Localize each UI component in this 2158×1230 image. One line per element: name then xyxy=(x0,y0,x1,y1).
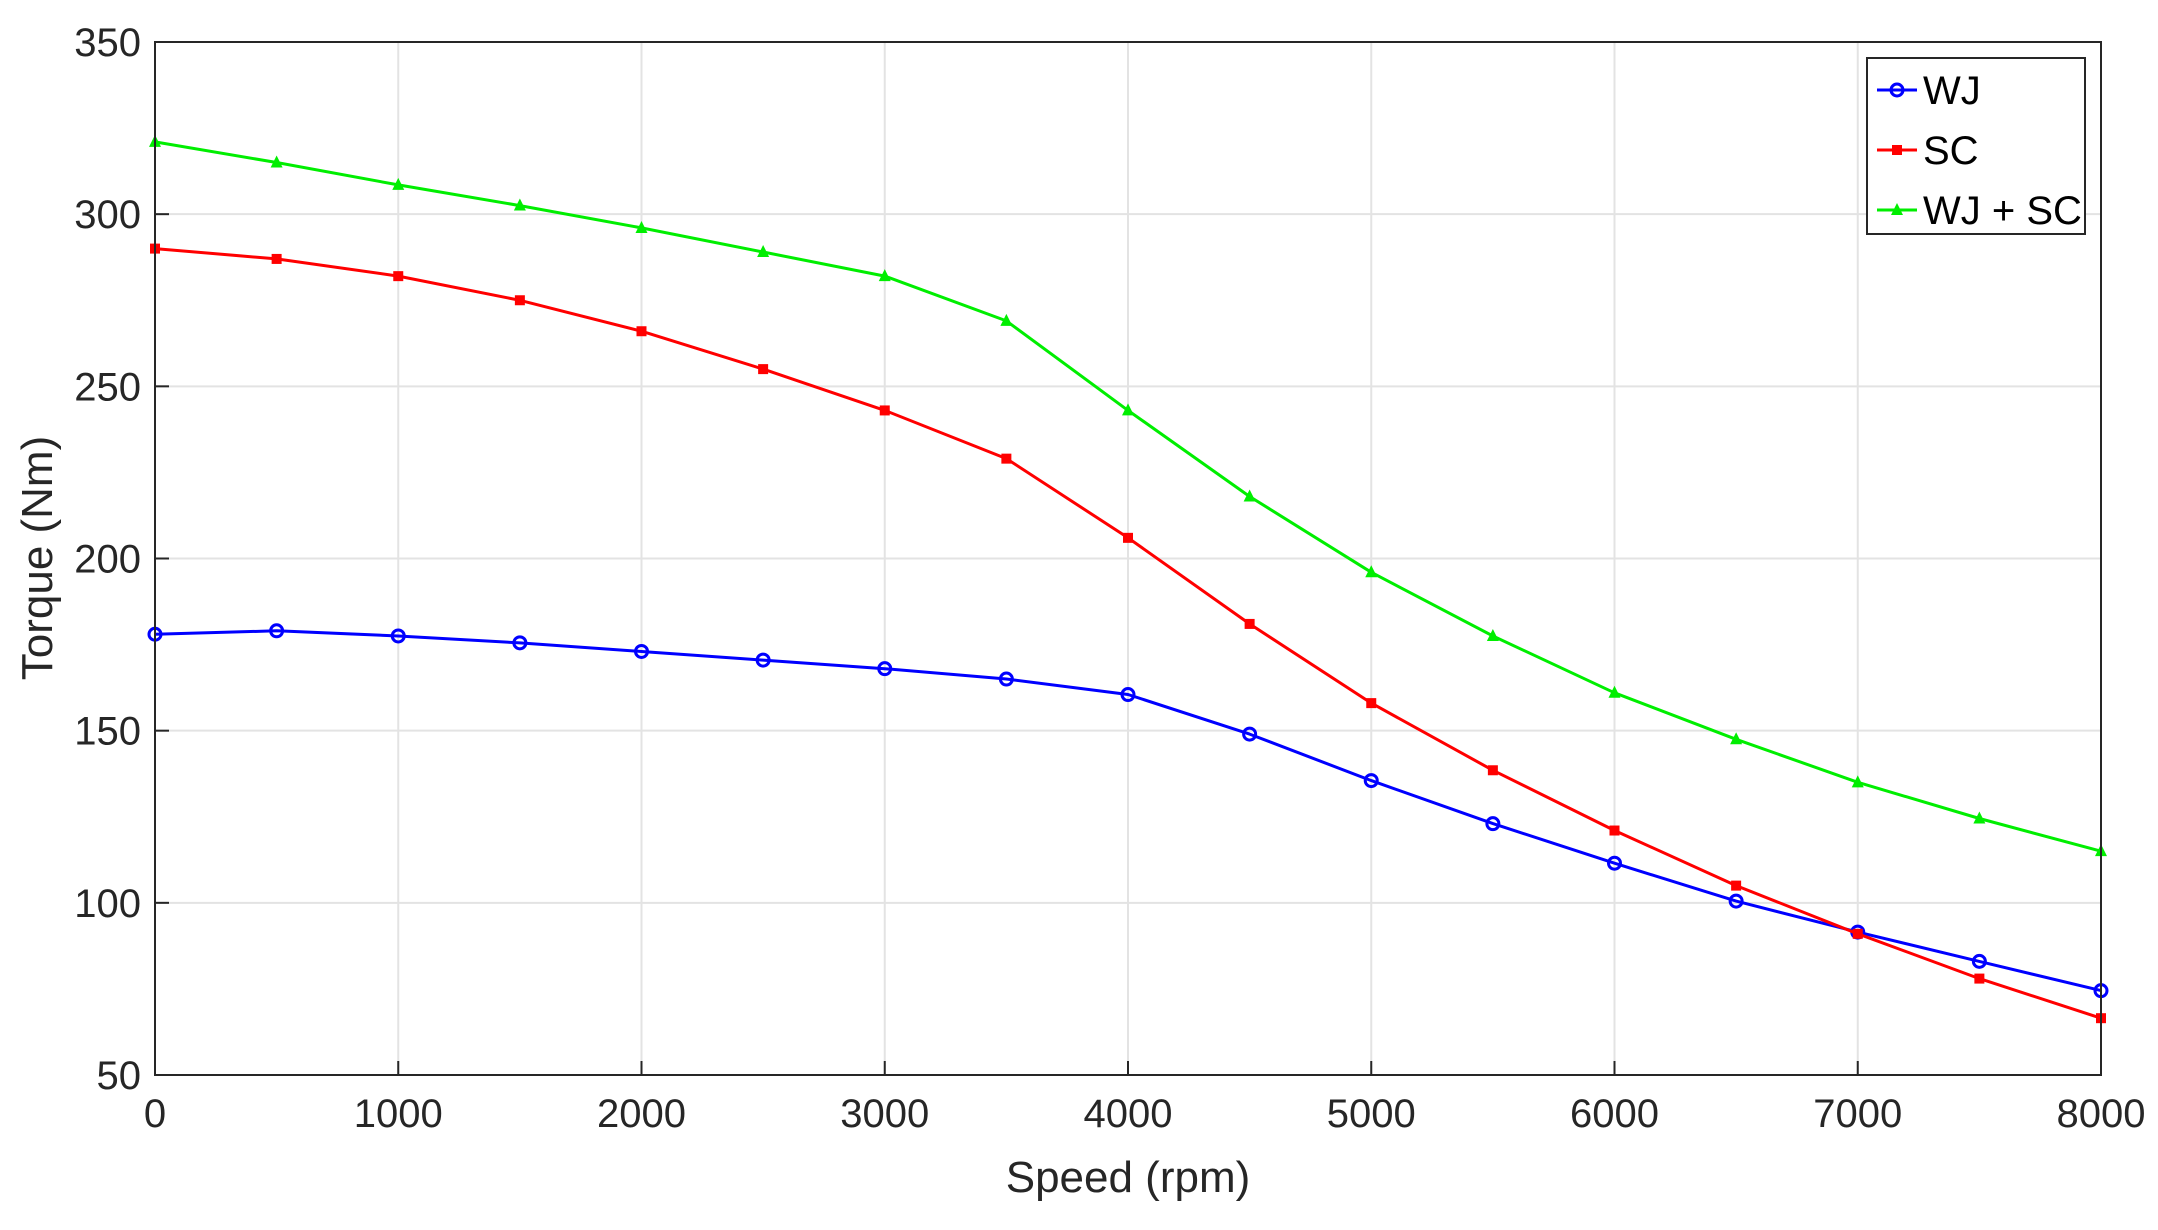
data-point-wj-sc xyxy=(392,177,405,190)
legend-item-sc: SC xyxy=(1877,129,1979,173)
legend-marker xyxy=(1891,203,1903,215)
data-point-sc xyxy=(1366,698,1377,709)
series-line-wj xyxy=(154,629,2102,993)
data-point-sc xyxy=(1974,973,1985,984)
y-tick-label: 250 xyxy=(74,365,141,409)
data-point-sc xyxy=(1852,928,1863,939)
y-tick-label: 350 xyxy=(74,21,141,65)
legend: WJ SC WJ + SC xyxy=(1866,57,2086,235)
data-point-wj xyxy=(998,671,1014,687)
x-tick-label: 2000 xyxy=(597,1092,686,1136)
data-point-wj xyxy=(1120,687,1136,703)
data-point-wj xyxy=(1363,773,1379,789)
y-tick-label: 100 xyxy=(74,882,141,926)
x-tick-label: 8000 xyxy=(2057,1092,2146,1136)
data-point-sc xyxy=(271,253,282,264)
data-point-wj xyxy=(1607,855,1622,871)
legend-item-wj-sc: WJ + SC xyxy=(1877,189,2082,233)
data-point-wj-sc xyxy=(1365,565,1378,578)
series-sc xyxy=(150,243,2106,1024)
x-tick-label: 4000 xyxy=(1084,1092,1173,1136)
data-point-sc xyxy=(879,405,890,416)
x-axis-title: Speed (rpm) xyxy=(1006,1153,1251,1202)
data-point-wj-sc xyxy=(1000,313,1013,326)
legend-marker xyxy=(1892,145,1902,155)
x-tick-label: 7000 xyxy=(1813,1092,1902,1136)
data-point-wj-sc xyxy=(1486,628,1499,641)
legend-label: SC xyxy=(1923,129,1979,173)
data-point-wj xyxy=(1728,893,1744,909)
y-axis-title: Torque (Nm) xyxy=(13,436,62,681)
data-point-sc xyxy=(1487,765,1498,776)
x-tick-label: 3000 xyxy=(840,1092,929,1136)
data-point-wj-sc xyxy=(1243,489,1256,502)
x-tick-label: 1000 xyxy=(354,1092,443,1136)
data-point-wj xyxy=(755,652,771,668)
legend-label: WJ + SC xyxy=(1923,189,2082,233)
data-point-wj xyxy=(1971,953,1987,969)
data-point-sc xyxy=(514,295,525,306)
data-point-wj-sc xyxy=(1851,775,1864,788)
data-point-wj xyxy=(634,643,649,659)
data-point-wj xyxy=(512,635,528,651)
y-tick-label: 200 xyxy=(74,538,141,582)
data-point-sc xyxy=(393,271,404,282)
data-point-wj-sc xyxy=(757,245,770,258)
legend-item-wj: WJ xyxy=(1877,69,1981,113)
data-point-wj xyxy=(1485,816,1501,832)
data-point-wj xyxy=(390,628,406,644)
y-tick-label: 150 xyxy=(74,710,141,754)
x-tick-label: 0 xyxy=(144,1092,166,1136)
data-point-sc xyxy=(1123,532,1133,543)
x-tick-label: 5000 xyxy=(1327,1092,1416,1136)
data-point-sc xyxy=(1001,453,1012,464)
data-point-wj-sc xyxy=(635,220,648,233)
data-point-wj-sc xyxy=(270,155,283,168)
data-point-wj xyxy=(1242,726,1258,742)
data-point-sc xyxy=(636,326,647,337)
data-point-sc xyxy=(1731,880,1742,891)
data-point-wj xyxy=(877,661,893,677)
data-point-wj-sc xyxy=(1730,732,1743,745)
legend-label: WJ xyxy=(1923,69,1981,113)
y-tick-label: 50 xyxy=(97,1054,142,1098)
series-layer xyxy=(147,134,2109,1024)
legend-marker xyxy=(1889,82,1905,98)
y-axis-ticks: 50 100 150 200 250 300 350 xyxy=(74,21,169,1098)
data-point-wj-sc xyxy=(1973,811,1986,824)
data-point-sc xyxy=(1609,825,1620,836)
y-tick-label: 300 xyxy=(74,193,141,237)
data-point-wj xyxy=(269,623,285,639)
data-point-wj-sc xyxy=(878,269,891,282)
data-point-wj-sc xyxy=(1122,403,1134,416)
data-point-wj-sc xyxy=(513,198,526,211)
data-point-wj-sc xyxy=(1608,685,1621,698)
data-point-sc xyxy=(758,364,769,375)
data-point-sc xyxy=(1244,618,1255,629)
x-tick-label: 6000 xyxy=(1570,1092,1659,1136)
x-axis-ticks: 0 1000 2000 3000 4000 5000 6000 7000 8000 xyxy=(144,1061,2146,1136)
